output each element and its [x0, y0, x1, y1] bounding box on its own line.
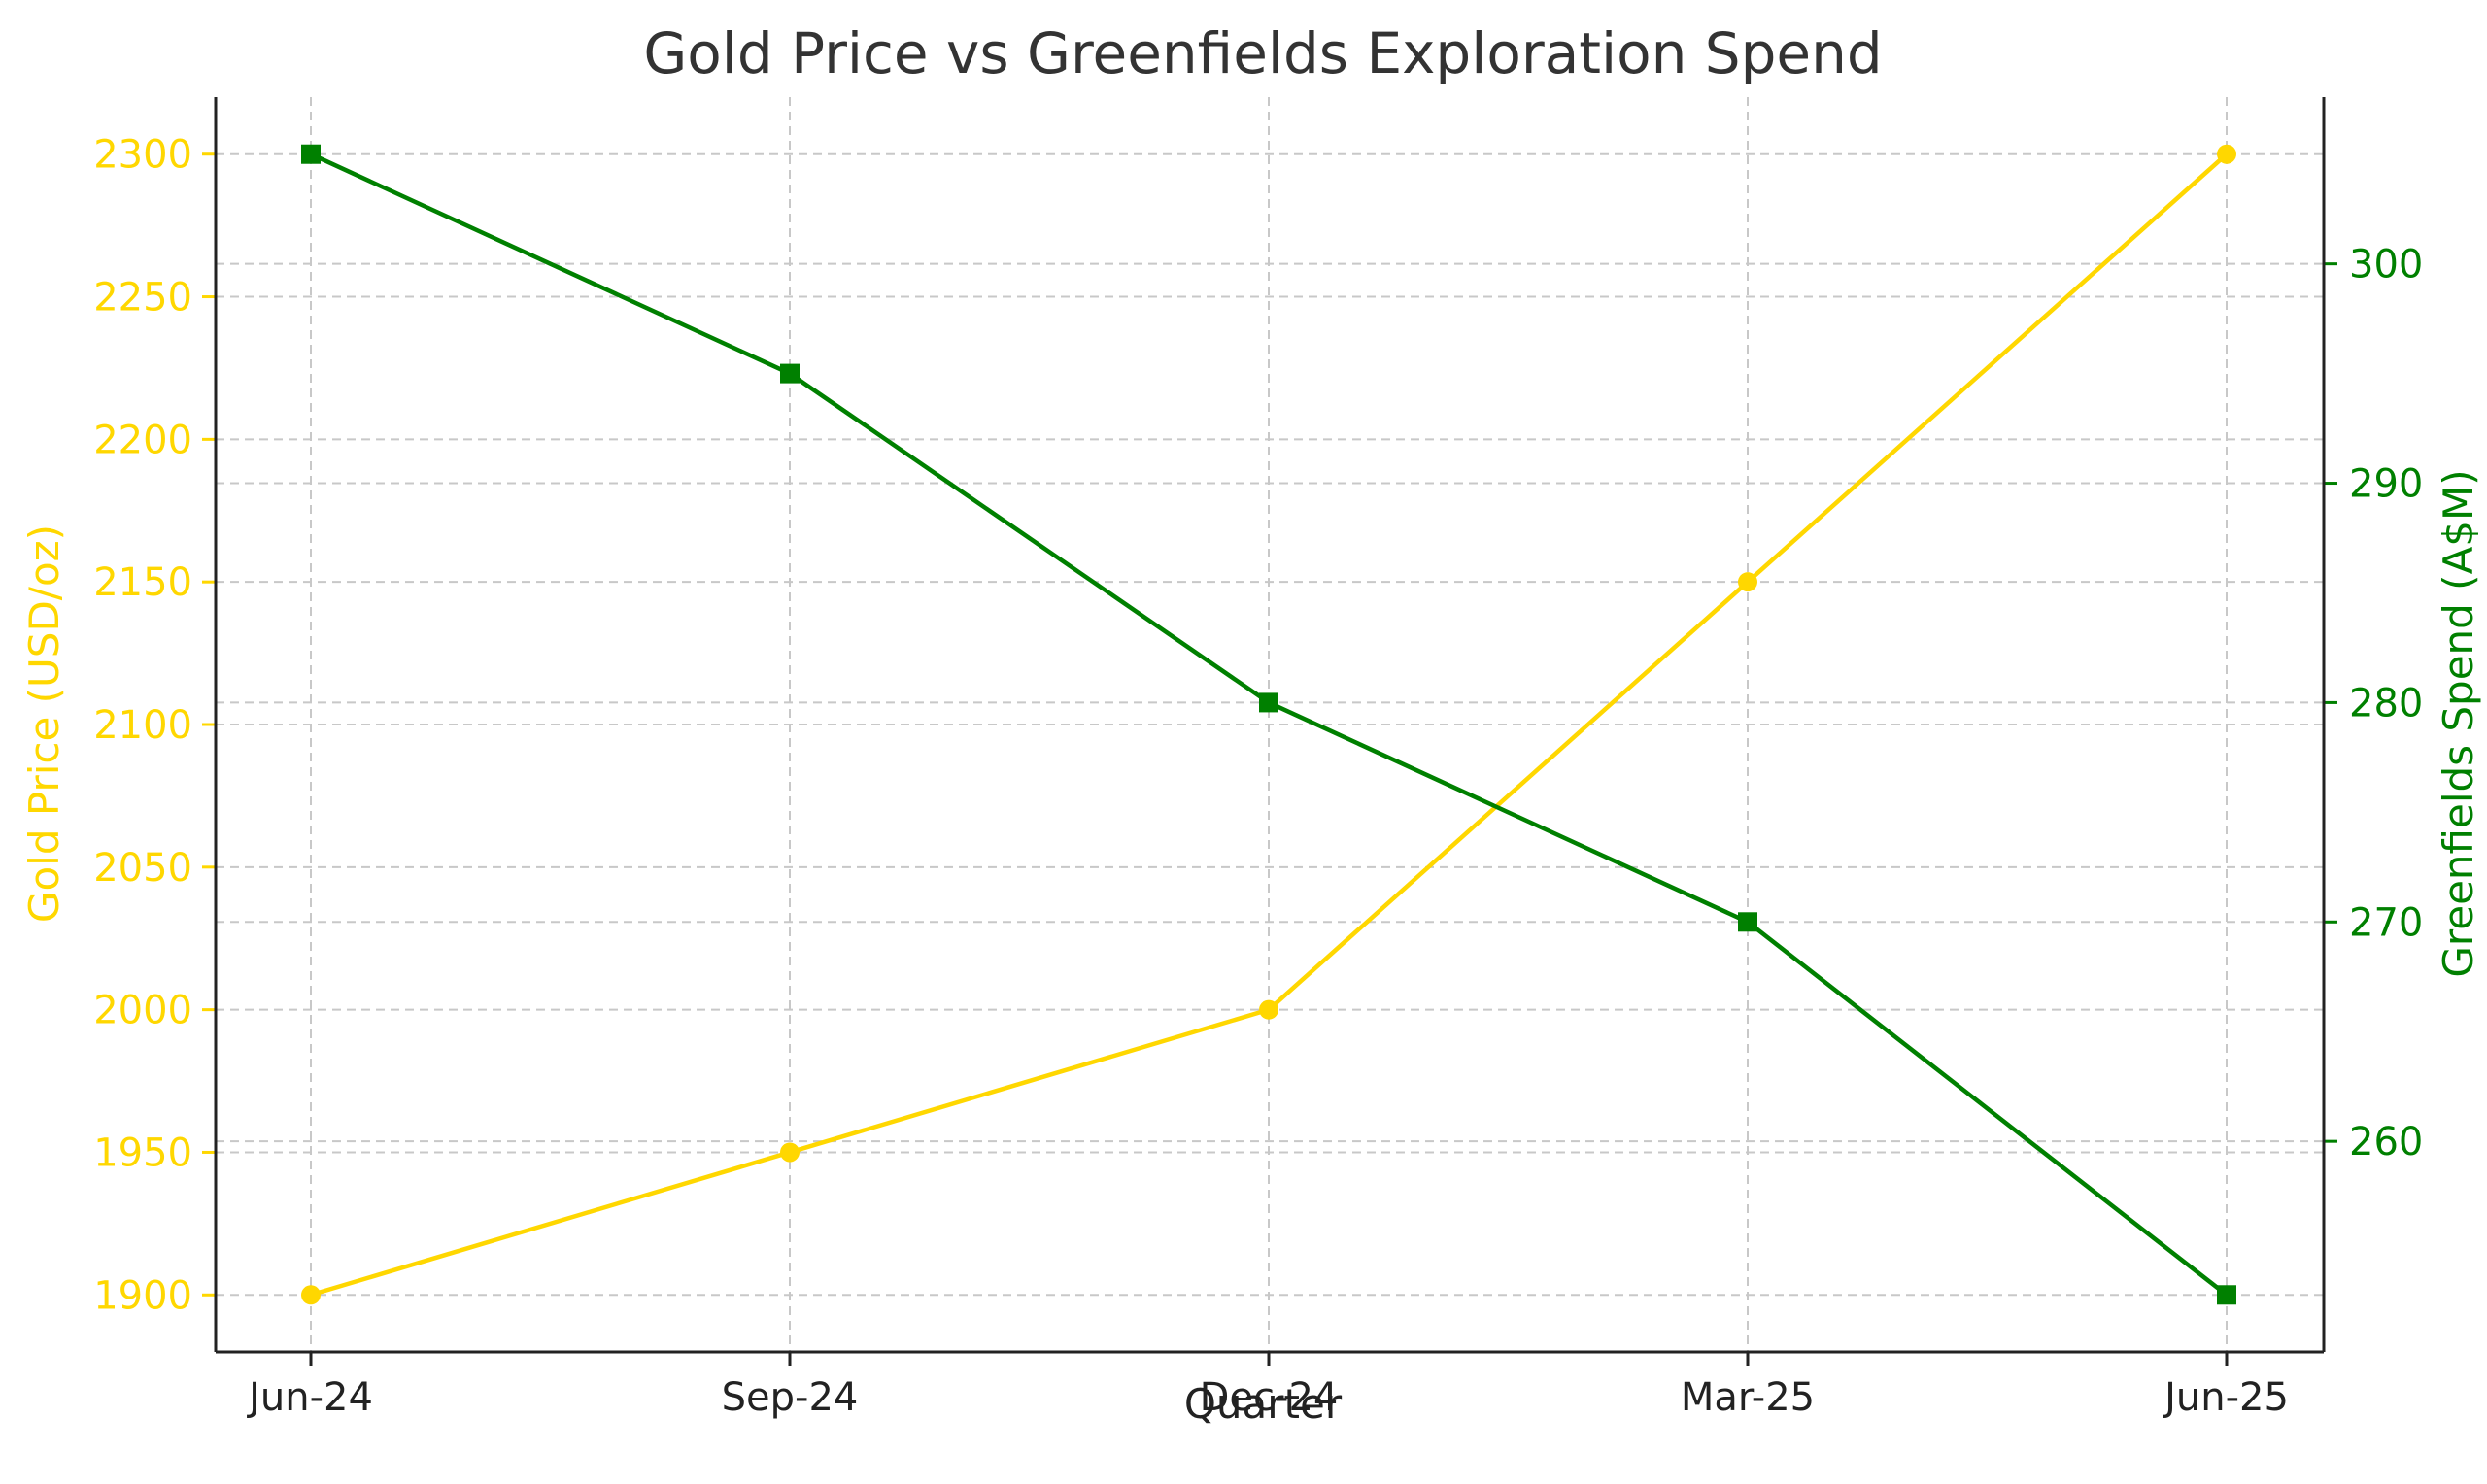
- x-tick-label: Jun-24: [246, 1375, 373, 1420]
- left-y-tick-label: 2000: [93, 989, 192, 1033]
- spend-point: [1259, 692, 1278, 713]
- gold-price-point: [1738, 572, 1757, 592]
- x-axis-label: Quarter: [1184, 1380, 1343, 1428]
- left-y-tick-label: 1900: [93, 1273, 192, 1318]
- spend-point: [1738, 912, 1757, 932]
- left-y-tick-label: 2050: [93, 846, 192, 891]
- x-tick-label: Jun-25: [2162, 1375, 2289, 1420]
- spend-point: [780, 363, 800, 384]
- gold-price-point: [1259, 999, 1278, 1020]
- x-tick-label: Dec-24: [1200, 1375, 1339, 1420]
- x-tick-label: Mar-25: [1681, 1375, 1815, 1420]
- left-y-axis-label: Gold Price (USD/oz): [20, 524, 68, 923]
- spend-point: [301, 144, 321, 164]
- left-y-tick-label: 2250: [93, 276, 192, 320]
- right-y-tick-label: 270: [2349, 900, 2423, 945]
- gold-price-point: [780, 1142, 800, 1163]
- series-lines: [301, 144, 2236, 1305]
- right-y-tick-label: 300: [2349, 243, 2423, 287]
- grid-lines: [216, 97, 2324, 1352]
- right-y-tick-label: 280: [2349, 681, 2423, 725]
- axes: 1900 1950 2000 2050 2100 2150 2200 2250 2300 260 2…: [93, 97, 2423, 1420]
- gold-price-point: [2217, 144, 2236, 164]
- spend-point: [2217, 1285, 2236, 1305]
- left-y-tick-label: 2200: [93, 418, 192, 462]
- chart-title: Gold Price vs Greenfields Exploration Sp…: [643, 20, 1882, 86]
- gold-price-point: [301, 1285, 321, 1305]
- right-y-axis-label: Greenfields Spend (A$M): [2435, 469, 2482, 977]
- right-y-tick-label: 260: [2349, 1120, 2423, 1164]
- left-y-tick-label: 1950: [93, 1130, 192, 1175]
- left-y-tick-label: 2150: [93, 560, 192, 605]
- right-y-tick-label: 290: [2349, 462, 2423, 507]
- left-y-tick-label: 2300: [93, 133, 192, 178]
- x-tick-label: Sep-24: [722, 1375, 859, 1420]
- left-y-tick-label: 2100: [93, 703, 192, 748]
